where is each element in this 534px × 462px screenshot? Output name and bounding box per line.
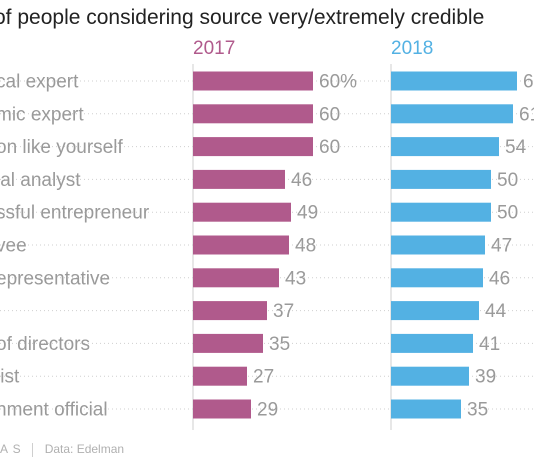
value-label-2017: 35 [269, 334, 290, 355]
bar-2017 [193, 71, 313, 91]
footer: A S Data: Edelman [0, 442, 124, 457]
category-label: on like yourself [0, 137, 123, 158]
chart-title: of people considering source very/extrem… [0, 6, 485, 29]
series-header-2018: 2018 [391, 38, 433, 59]
category-label: nment official [0, 400, 108, 421]
value-label-2018: 46 [489, 268, 510, 289]
source-note: Data: Edelman [44, 442, 125, 456]
value-label-2017: 49 [297, 203, 318, 224]
bar-2017 [193, 137, 313, 157]
bar-2017 [193, 399, 251, 419]
category-label: epresentative [0, 268, 110, 289]
category-label: ial analyst [0, 170, 81, 191]
bar-2017 [193, 268, 279, 288]
value-label-2018: 35 [467, 400, 488, 421]
value-label-2018: 41 [479, 334, 500, 355]
value-label-2017: 48 [295, 236, 316, 257]
value-label-2018: 54 [505, 137, 527, 158]
bar-2018 [391, 366, 469, 386]
bar-2018 [391, 333, 473, 353]
bar-2018 [391, 202, 491, 222]
value-label-2018: 50 [497, 203, 518, 224]
value-label-2018: 61 [519, 104, 534, 125]
publisher-logo: A S [0, 442, 22, 456]
value-label-2017: 27 [253, 367, 274, 388]
value-label-2017: 46 [291, 170, 312, 191]
value-label-2018: 47 [491, 236, 512, 257]
bar-2017 [193, 301, 267, 321]
bar-2017 [193, 366, 247, 386]
bar-2018 [391, 268, 483, 288]
value-label-2017: 43 [285, 268, 306, 289]
value-label-2017: 37 [273, 301, 294, 322]
bar-2018 [391, 137, 499, 157]
bar-2017 [193, 202, 291, 222]
category-label: ssful entrepreneur [0, 203, 150, 224]
value-label-2018: 50 [497, 170, 518, 191]
category-label: cal expert [0, 72, 79, 93]
category-label: mic expert [0, 104, 84, 125]
bar-2018 [391, 169, 491, 189]
category-label: list [0, 367, 20, 388]
value-label-2017: 60 [319, 137, 340, 158]
value-label-2017: 29 [257, 400, 278, 421]
value-label-2018: 44 [485, 301, 507, 322]
bar-2017 [193, 104, 313, 124]
bar-2017 [193, 169, 285, 189]
value-label-2017: 60% [319, 72, 357, 93]
bar-2017 [193, 333, 263, 353]
bar-2018 [391, 104, 513, 124]
bar-2018 [391, 235, 485, 255]
bar-2018 [391, 399, 461, 419]
category-label: of directors [0, 334, 90, 355]
series-header-2017: 2017 [193, 38, 235, 59]
footer-divider [31, 442, 33, 457]
value-label-2018: 6 [523, 72, 534, 93]
bar-2018 [391, 71, 517, 91]
bar-2017 [193, 235, 289, 255]
value-label-2017: 60 [319, 104, 340, 125]
category-label: vee [0, 236, 27, 257]
bar-2018 [391, 301, 479, 321]
value-label-2018: 39 [475, 367, 496, 388]
